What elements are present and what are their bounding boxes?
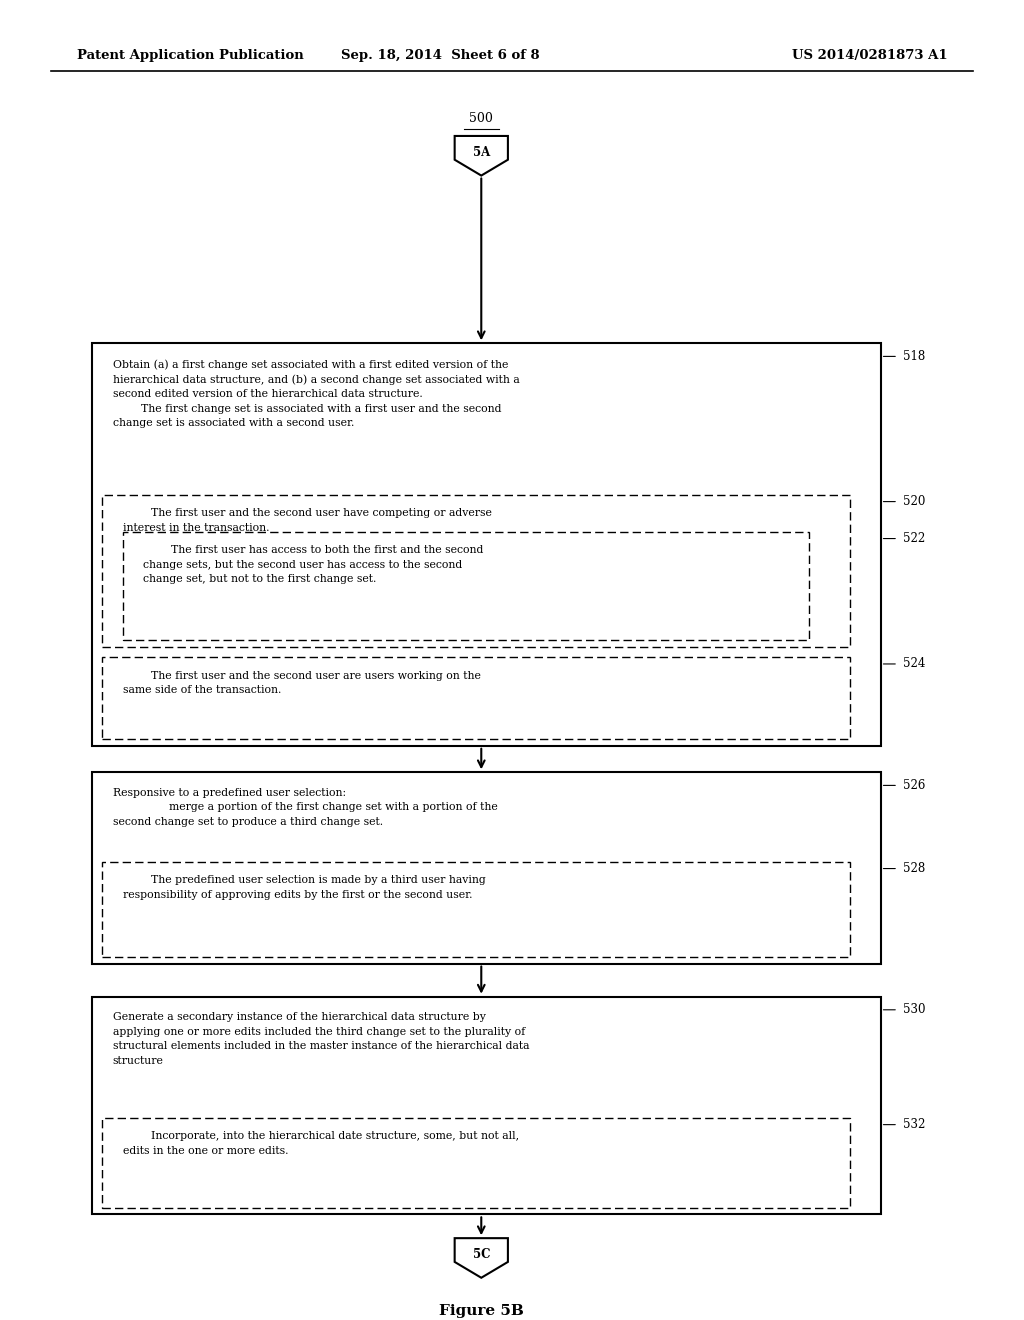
Text: 5C: 5C bbox=[472, 1249, 490, 1262]
Text: 500: 500 bbox=[469, 112, 494, 125]
Text: Sep. 18, 2014  Sheet 6 of 8: Sep. 18, 2014 Sheet 6 of 8 bbox=[341, 49, 540, 62]
Text: 522: 522 bbox=[903, 532, 926, 545]
Text: 530: 530 bbox=[903, 1003, 926, 1016]
Text: The first user and the second user have competing or adverse
interest in the tra: The first user and the second user have … bbox=[123, 508, 492, 532]
Text: The first user has access to both the first and the second
change sets, but the : The first user has access to both the fi… bbox=[143, 545, 483, 583]
Text: US 2014/0281873 A1: US 2014/0281873 A1 bbox=[792, 49, 947, 62]
Text: 528: 528 bbox=[903, 862, 926, 875]
Text: 526: 526 bbox=[903, 779, 926, 792]
Text: 520: 520 bbox=[903, 495, 926, 508]
Text: Generate a secondary instance of the hierarchical data structure by
applying one: Generate a secondary instance of the hie… bbox=[113, 1012, 529, 1065]
Text: Incorporate, into the hierarchical date structure, some, but not all,
edits in t: Incorporate, into the hierarchical date … bbox=[123, 1131, 519, 1155]
Text: 5A: 5A bbox=[473, 147, 489, 160]
Text: The predefined user selection is made by a third user having
responsibility of a: The predefined user selection is made by… bbox=[123, 875, 485, 899]
Text: The first user and the second user are users working on the
same side of the tra: The first user and the second user are u… bbox=[123, 671, 480, 694]
Polygon shape bbox=[455, 1238, 508, 1278]
Text: Responsive to a predefined user selection:
                merge a portion of th: Responsive to a predefined user selectio… bbox=[113, 788, 498, 826]
Text: Obtain (a) a first change set associated with a first edited version of the
hier: Obtain (a) a first change set associated… bbox=[113, 359, 519, 428]
Text: 524: 524 bbox=[903, 657, 926, 671]
Text: 532: 532 bbox=[903, 1118, 926, 1131]
Polygon shape bbox=[455, 136, 508, 176]
Text: Figure 5B: Figure 5B bbox=[439, 1304, 523, 1317]
Text: 518: 518 bbox=[903, 350, 926, 363]
Text: Patent Application Publication: Patent Application Publication bbox=[77, 49, 303, 62]
